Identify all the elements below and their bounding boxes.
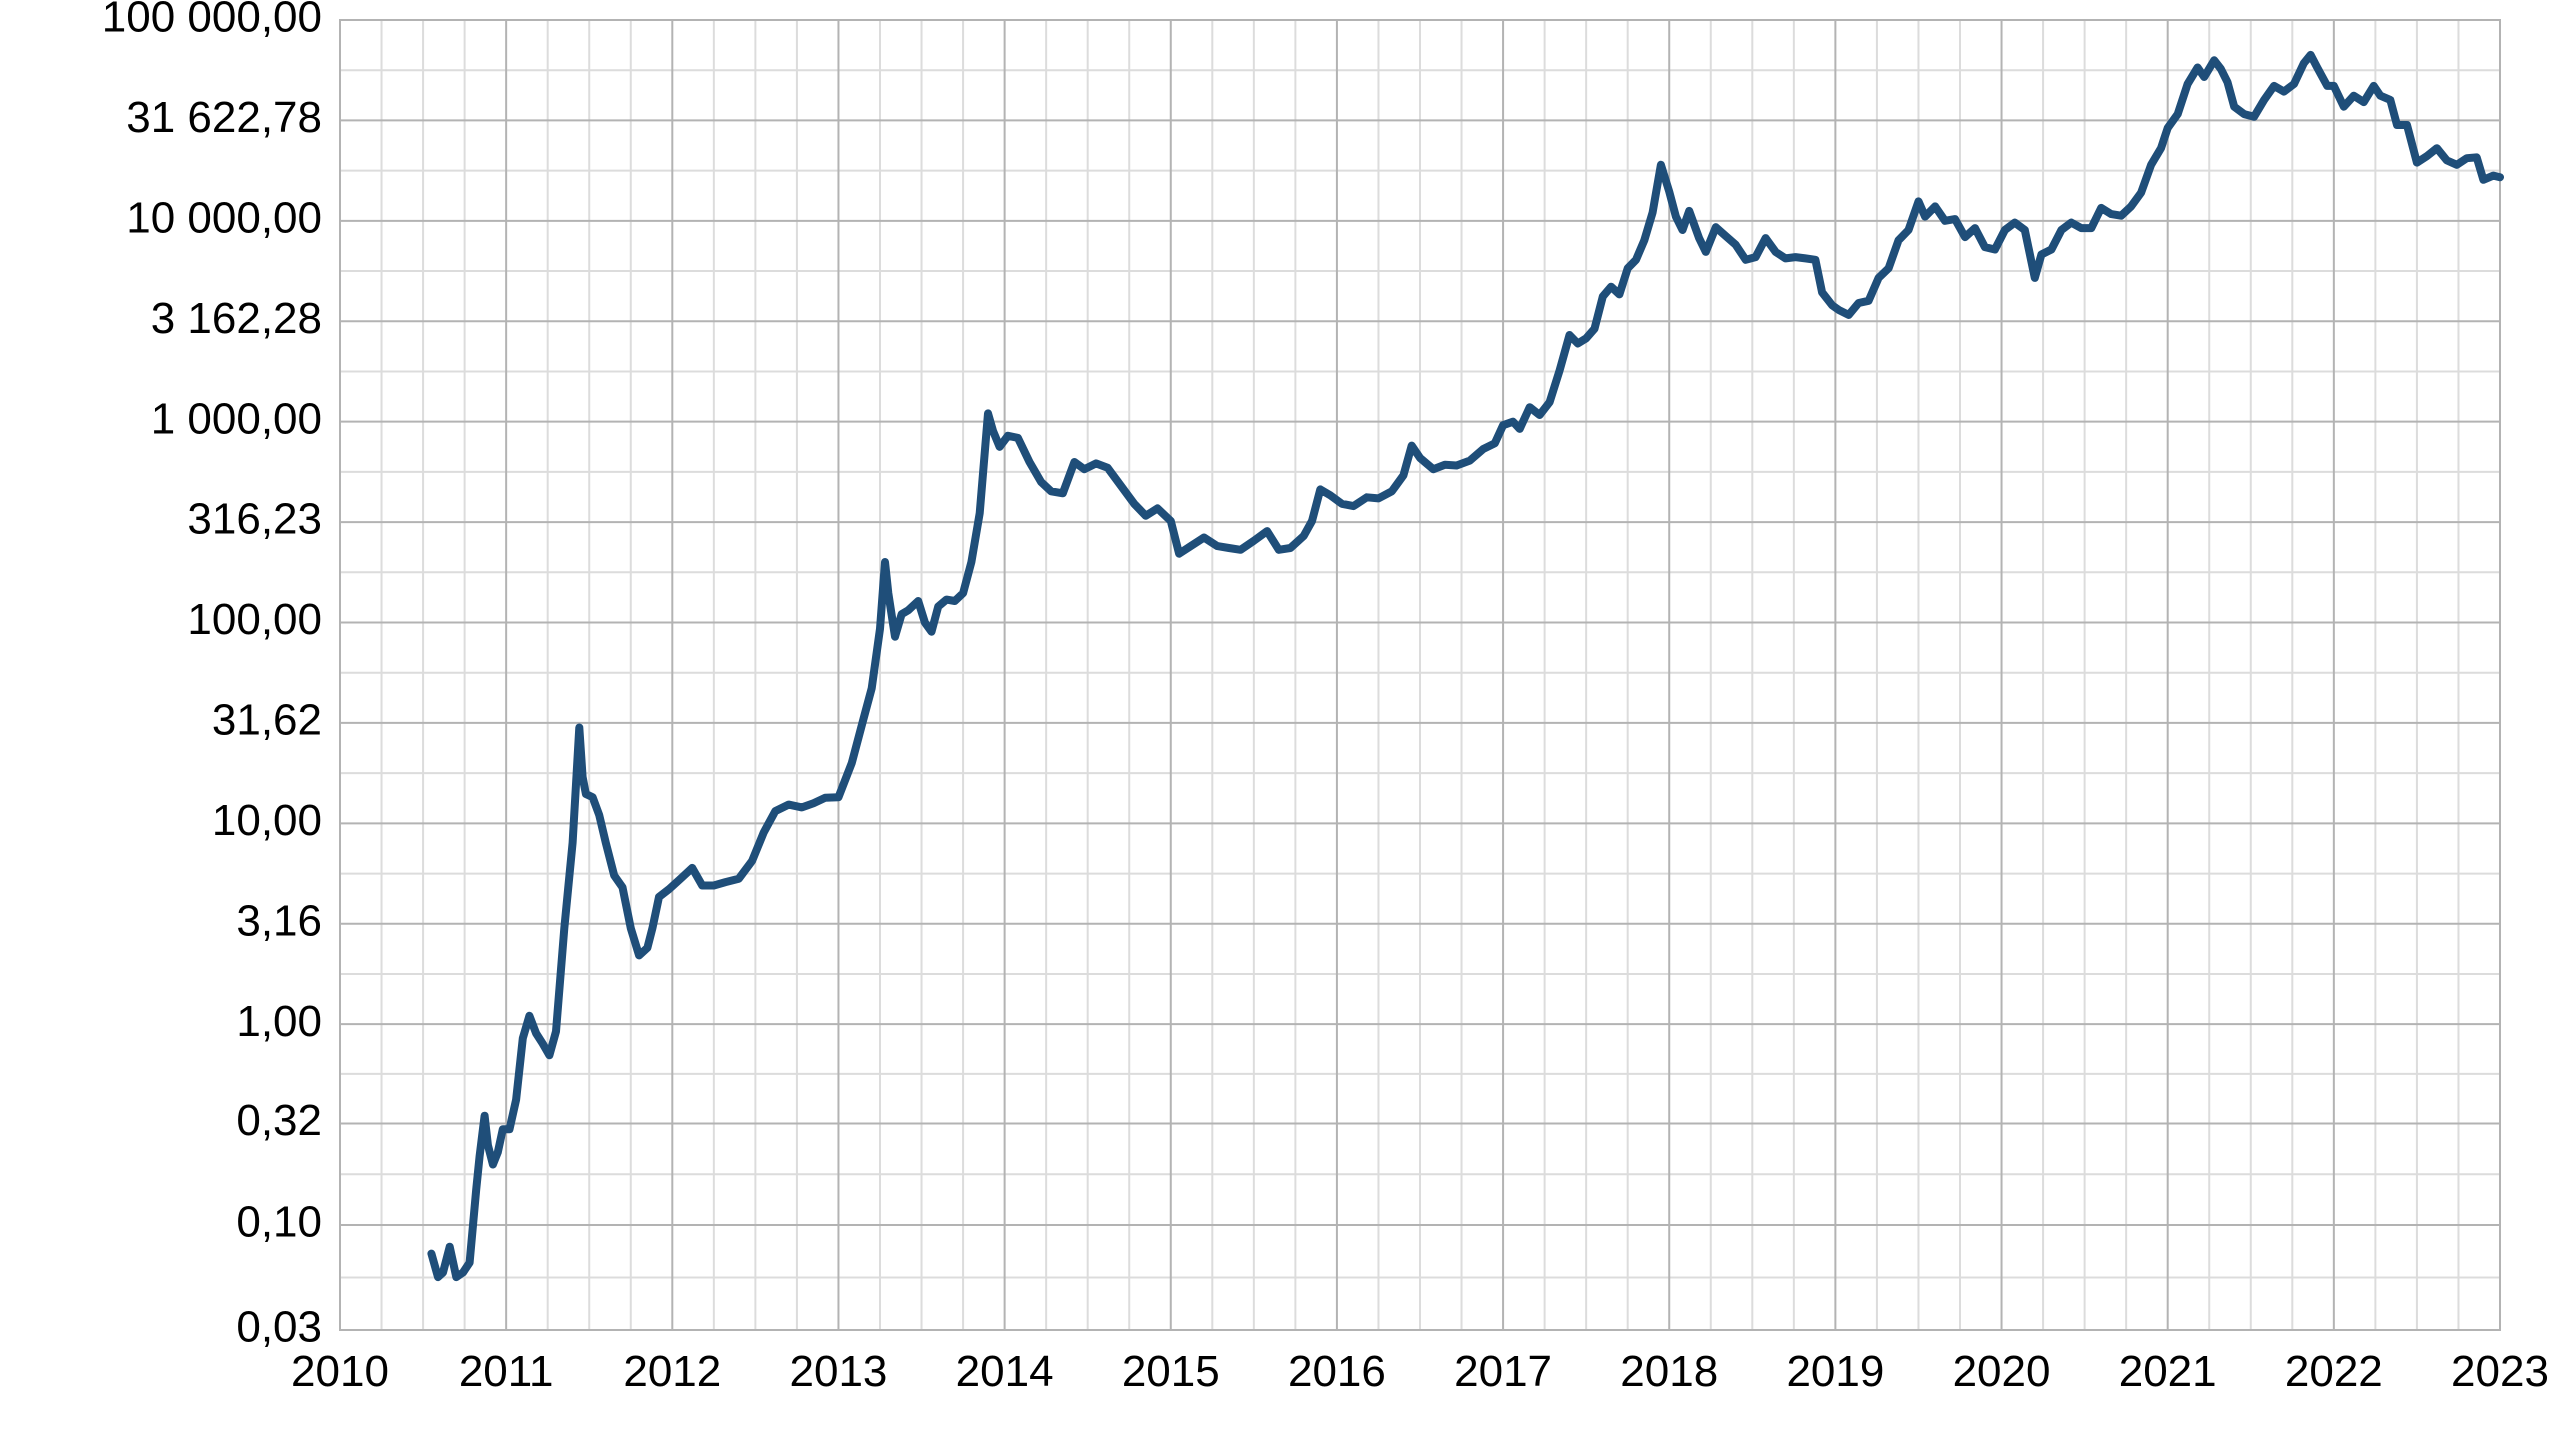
x-axis-label: 2010: [291, 1347, 389, 1396]
x-axis-label: 2021: [2119, 1347, 2217, 1396]
x-axis-label: 2017: [1454, 1347, 1552, 1396]
y-axis-label: 1,00: [236, 997, 322, 1046]
y-axis-label: 316,23: [187, 495, 322, 544]
chart-svg: 0,03 0,10 0,32 1,00 3,16 10,00 31,62 100,00 316,…: [0, 0, 2560, 1440]
x-axis-label: 2020: [1953, 1347, 2051, 1396]
y-axis-label: 3,16: [236, 896, 322, 945]
x-axis-label: 2015: [1122, 1347, 1220, 1396]
y-axis-label: 31,62: [212, 696, 322, 745]
x-axis-label: 2012: [623, 1347, 721, 1396]
y-axis-label: 0,32: [236, 1096, 322, 1145]
y-axis-label: 100 000,00: [102, 0, 322, 42]
y-axis-label: 0,03: [236, 1303, 322, 1352]
x-axis-label: 2022: [2285, 1347, 2383, 1396]
line-chart: 0,03 0,10 0,32 1,00 3,16 10,00 31,62 100,00 316,…: [0, 0, 2560, 1440]
x-axis-label: 2014: [956, 1347, 1054, 1396]
y-axis-label: 1 000,00: [151, 394, 322, 443]
y-axis-label: 3 162,28: [151, 294, 322, 343]
x-axis-label: 2023: [2451, 1347, 2549, 1396]
x-axis-label: 2011: [459, 1347, 554, 1396]
y-axis-label: 10 000,00: [126, 193, 322, 242]
x-axis-label: 2019: [1786, 1347, 1884, 1396]
x-axis-label: 2013: [790, 1347, 888, 1396]
y-axis-label: 0,10: [236, 1198, 322, 1247]
y-axis-label: 10,00: [212, 796, 322, 845]
y-axis-label: 100,00: [187, 595, 322, 644]
x-axis-label: 2018: [1620, 1347, 1718, 1396]
y-axis-label: 31 622,78: [126, 93, 322, 142]
x-axis-label: 2016: [1288, 1347, 1386, 1396]
